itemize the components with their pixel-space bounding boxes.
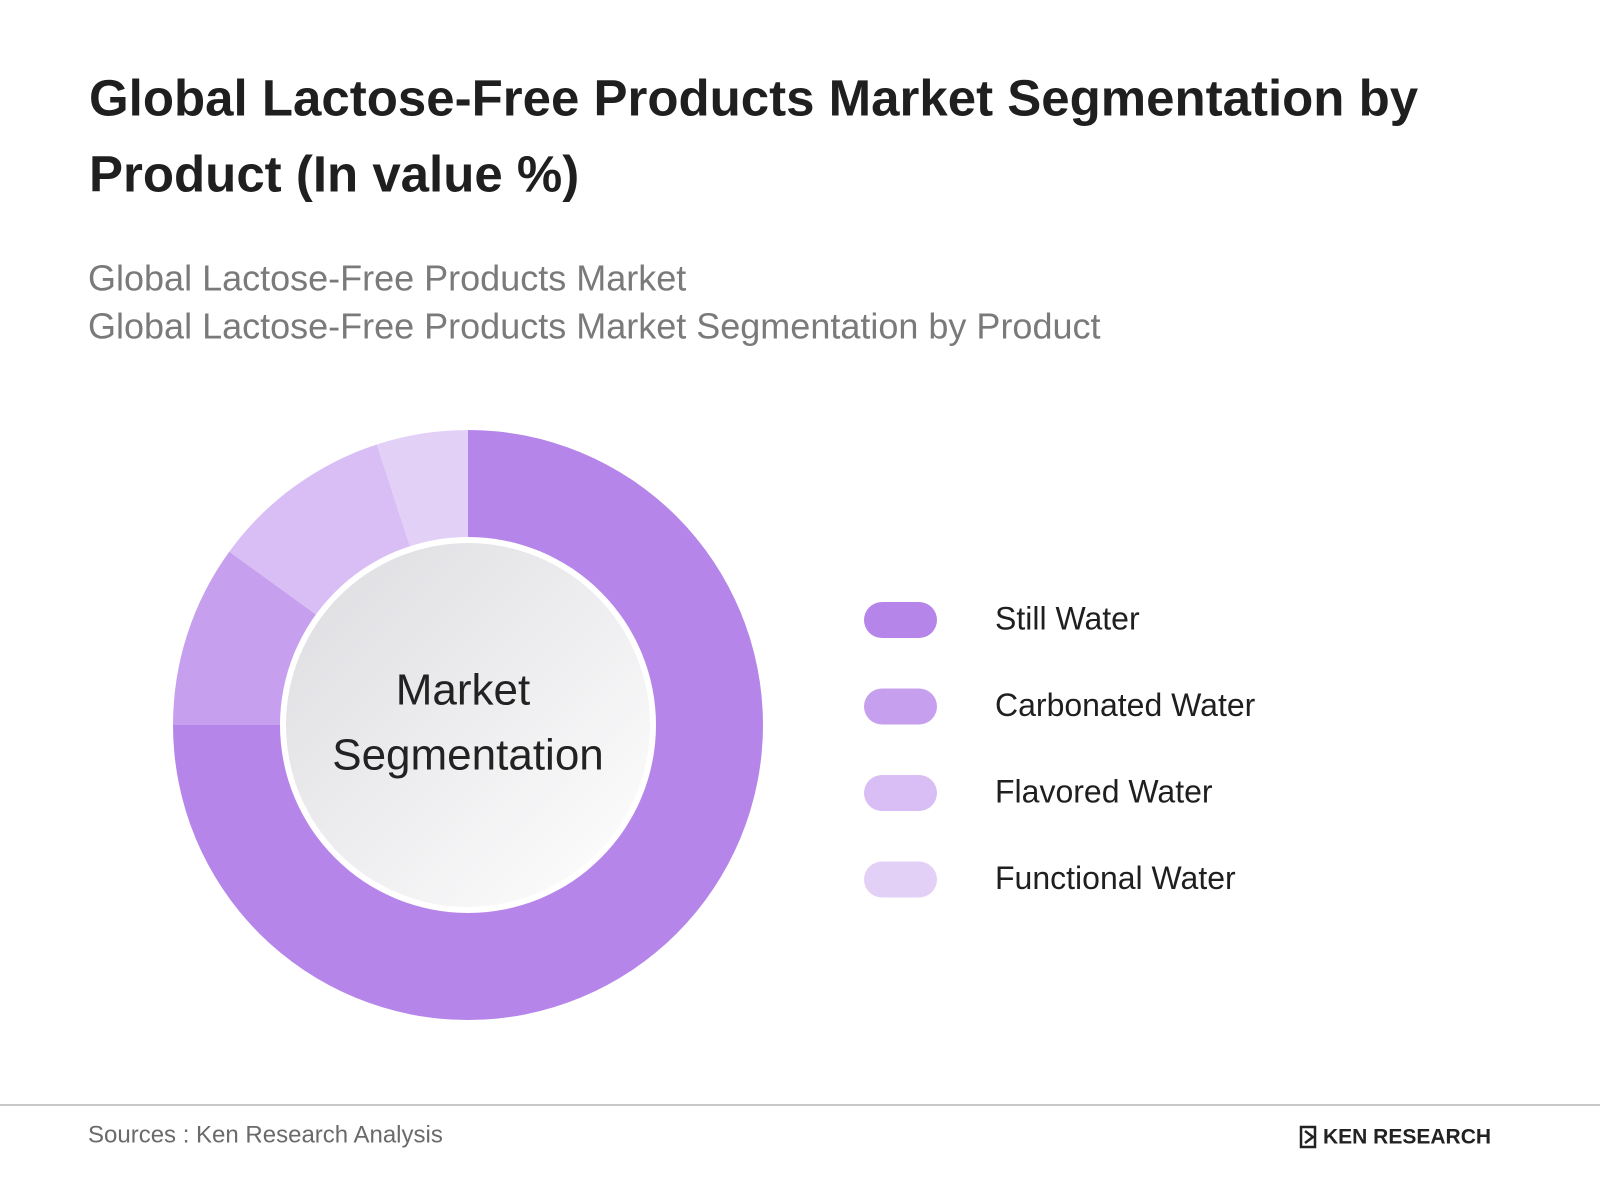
source: Sources : Ken Research Analysis (88, 1121, 443, 1148)
center-label: Segmentation (332, 731, 604, 780)
donut-slice (376, 430, 468, 550)
legend-label: Carbonated Water (995, 687, 1256, 723)
donut-slice (173, 551, 319, 725)
chart-subtitle: Global Lactose-Free Products Market Segm… (88, 306, 1101, 347)
legend-swatch (864, 861, 937, 898)
legend-label: Still Water (995, 600, 1140, 636)
legend-label: Flavored Water (995, 773, 1213, 809)
legend-swatch (864, 775, 937, 811)
chart-title: Product (In value %) (89, 145, 579, 202)
legend-swatch (864, 602, 937, 638)
legend: Still Water Carbonated Water Flavored Wate… (864, 600, 1256, 898)
legend-label: Functional Water (995, 860, 1236, 896)
donut-hole (286, 543, 650, 907)
logo-icon (1299, 1125, 1317, 1149)
chart-title: Global Lactose-Free Products Market Segm… (89, 69, 1419, 126)
donut (173, 430, 763, 1020)
legend-swatch (864, 688, 937, 725)
donut-slice (229, 444, 411, 617)
donut-slice (173, 430, 763, 1020)
center-label: Market (396, 666, 530, 715)
logo: KEN RESEARCH (1323, 1126, 1491, 1149)
chart-subtitle: Global Lactose-Free Products Market (88, 258, 686, 299)
